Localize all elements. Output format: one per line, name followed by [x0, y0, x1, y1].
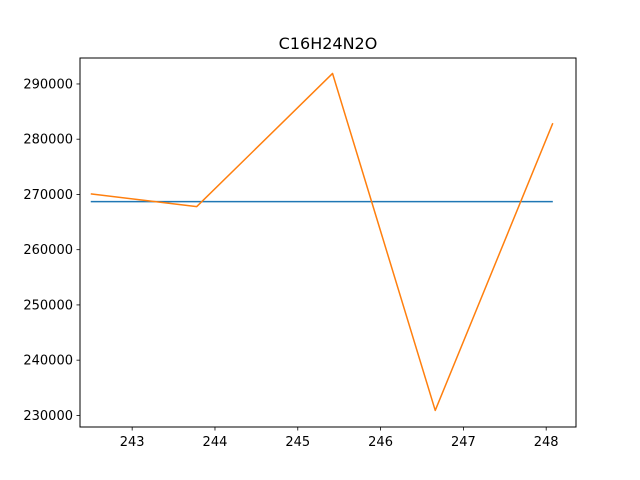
x-axis: 243 244 245 246 247 248 — [120, 427, 559, 450]
x-tick-label: 248 — [534, 435, 559, 450]
chart-title: C16H24N2O — [279, 34, 378, 53]
y-tick-label: 230000 — [23, 409, 73, 424]
series-line-2 — [90, 72, 554, 412]
x-tick-label: 246 — [368, 435, 393, 450]
x-tick-label: 245 — [285, 435, 310, 450]
y-tick-label: 280000 — [23, 133, 73, 148]
y-tick-label: 250000 — [23, 298, 73, 313]
x-tick-label: 243 — [120, 435, 145, 450]
y-tick-label: 260000 — [23, 243, 73, 258]
x-tick-label: 247 — [451, 435, 476, 450]
series-layer — [90, 72, 554, 412]
y-tick-label: 290000 — [23, 77, 73, 92]
x-tick-label: 244 — [203, 435, 228, 450]
y-tick-label: 270000 — [23, 188, 73, 203]
plot-frame — [79, 57, 577, 428]
y-tick-label: 240000 — [23, 354, 73, 369]
y-axis: 230000 240000 250000 260000 270000 280000 2900… — [23, 77, 80, 424]
